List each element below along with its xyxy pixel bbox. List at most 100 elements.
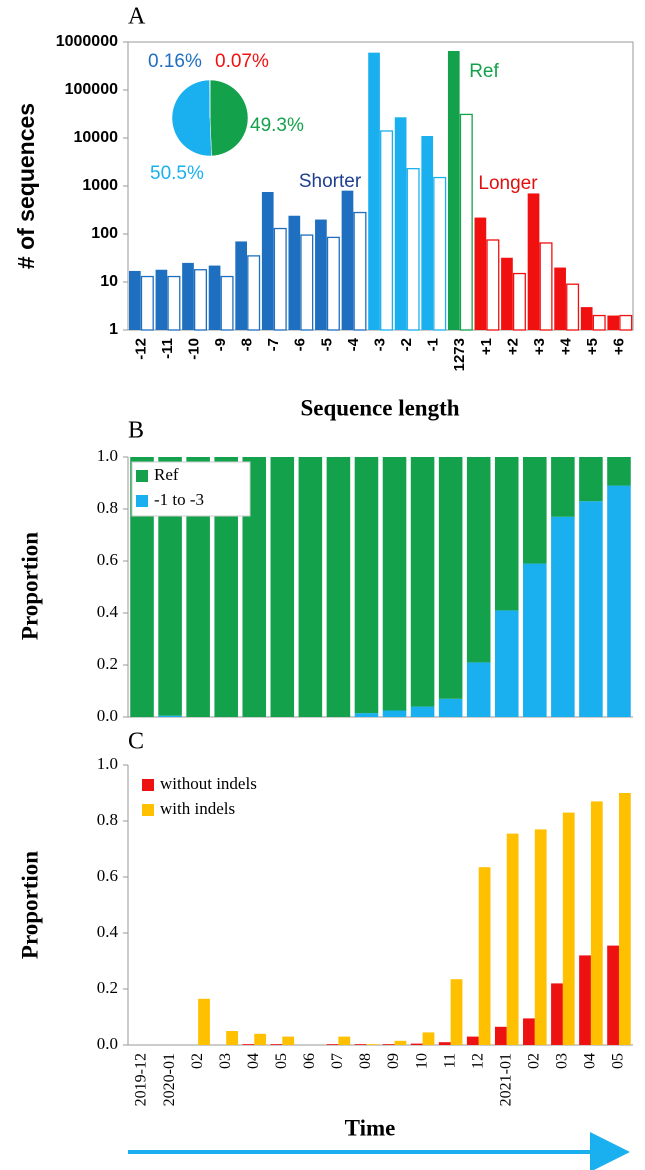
x-tick-label: 09 [385, 1053, 402, 1069]
bar [523, 1018, 535, 1045]
x-tick-label: 04 [582, 1053, 599, 1069]
bar-outline [273, 227, 287, 331]
x-tick-label: -11 [159, 338, 176, 359]
legend-swatch [142, 779, 154, 791]
bar [261, 191, 274, 330]
x-tick-label: 2021-01 [497, 1053, 514, 1106]
bar [501, 257, 513, 330]
bar-outline [300, 234, 314, 331]
y-tick-label: 100000 [65, 81, 118, 98]
bar [155, 269, 168, 330]
bar-segment [579, 457, 603, 502]
y-tick-label: 1000 [82, 177, 118, 194]
bar [607, 945, 619, 1045]
bar [208, 265, 221, 330]
pie-label: 49.3% [250, 115, 304, 136]
bar-outline [140, 275, 154, 331]
x-tick-label: 03 [217, 1053, 234, 1069]
bar [410, 1043, 423, 1045]
bar [182, 262, 194, 330]
bar-segment [130, 457, 154, 717]
bar-segment [186, 457, 210, 717]
y-tick-label: 1000000 [56, 33, 118, 50]
legend-label: -1 to -3 [154, 490, 204, 509]
x-axis-title: Time [345, 1115, 396, 1140]
x-tick-label: -10 [185, 338, 202, 360]
bar [315, 219, 327, 330]
bar-segment [579, 501, 603, 717]
x-tick-label: 1273 [451, 338, 468, 371]
bar [368, 52, 380, 330]
x-tick-label: 02 [525, 1053, 542, 1069]
x-tick-label: +5 [584, 338, 601, 355]
legend-swatch [136, 495, 148, 507]
bar-outline [486, 239, 500, 331]
bar [478, 867, 491, 1045]
y-tick-label: 0.4 [97, 602, 119, 621]
x-tick-label: 07 [329, 1053, 346, 1069]
bar-segment [158, 715, 182, 717]
x-tick-label: -5 [318, 338, 335, 351]
x-tick-label: -1 [425, 338, 442, 351]
y-tick-label: 0.4 [97, 922, 119, 941]
bar-segment [298, 457, 323, 717]
bar [226, 1031, 238, 1045]
bar [562, 812, 575, 1045]
x-tick-label: 12 [469, 1053, 486, 1069]
y-axis-title: # of sequences [13, 103, 39, 269]
bar [580, 307, 593, 330]
x-tick-label: 11 [441, 1053, 458, 1068]
x-tick-label: 03 [554, 1053, 571, 1069]
bar-outline [539, 242, 553, 331]
bar [288, 215, 301, 330]
x-tick-label: 2020-01 [161, 1053, 178, 1106]
bar [494, 1026, 507, 1045]
panel-letter: B [128, 418, 144, 444]
legend-swatch [142, 804, 154, 816]
y-tick-label: 1 [109, 321, 118, 338]
bar-segment [214, 457, 238, 717]
x-tick-label: +2 [504, 338, 521, 355]
bar-segment [354, 457, 379, 714]
bar [607, 315, 620, 330]
x-tick-label: +1 [478, 338, 495, 355]
bar-segment [466, 457, 491, 663]
x-tick-label: 10 [413, 1053, 430, 1069]
x-tick-label: 04 [245, 1053, 262, 1069]
bar-outline [619, 314, 633, 331]
bar [579, 955, 591, 1045]
annotation: Ref [469, 61, 499, 82]
y-tick-label: 0.0 [97, 706, 118, 725]
bar-segment [270, 457, 295, 717]
x-tick-label: 06 [301, 1053, 318, 1069]
bar [235, 241, 248, 330]
y-tick-label: 0.0 [97, 1034, 118, 1053]
x-tick-label: 05 [610, 1053, 627, 1069]
legend-label: without indels [160, 774, 257, 793]
y-tick-label: 0.8 [97, 498, 118, 517]
x-tick-label: 02 [189, 1053, 206, 1069]
legend-label: Ref [154, 465, 179, 484]
bar-segment [494, 457, 519, 611]
legend-box [131, 461, 251, 517]
bar-segment [242, 457, 267, 717]
bar [474, 217, 487, 330]
bar [341, 190, 354, 330]
bar [394, 117, 407, 330]
bar-segment [438, 698, 463, 717]
y-tick-label: 100 [91, 225, 118, 242]
panel-letter: A [128, 4, 146, 30]
annotation: Longer [478, 173, 538, 194]
bar-segment [382, 457, 407, 711]
y-tick-label: 1.0 [97, 446, 118, 465]
bar-outline [433, 176, 447, 331]
y-tick-label: 0.2 [97, 654, 118, 673]
bar-segment [523, 457, 547, 564]
bar [422, 1032, 435, 1045]
bar-segment [466, 662, 491, 717]
y-tick-label: 0.6 [97, 550, 118, 569]
bar [618, 793, 631, 1045]
bar [129, 270, 141, 330]
x-tick-label: -12 [132, 338, 149, 360]
bar-outline [566, 283, 580, 331]
